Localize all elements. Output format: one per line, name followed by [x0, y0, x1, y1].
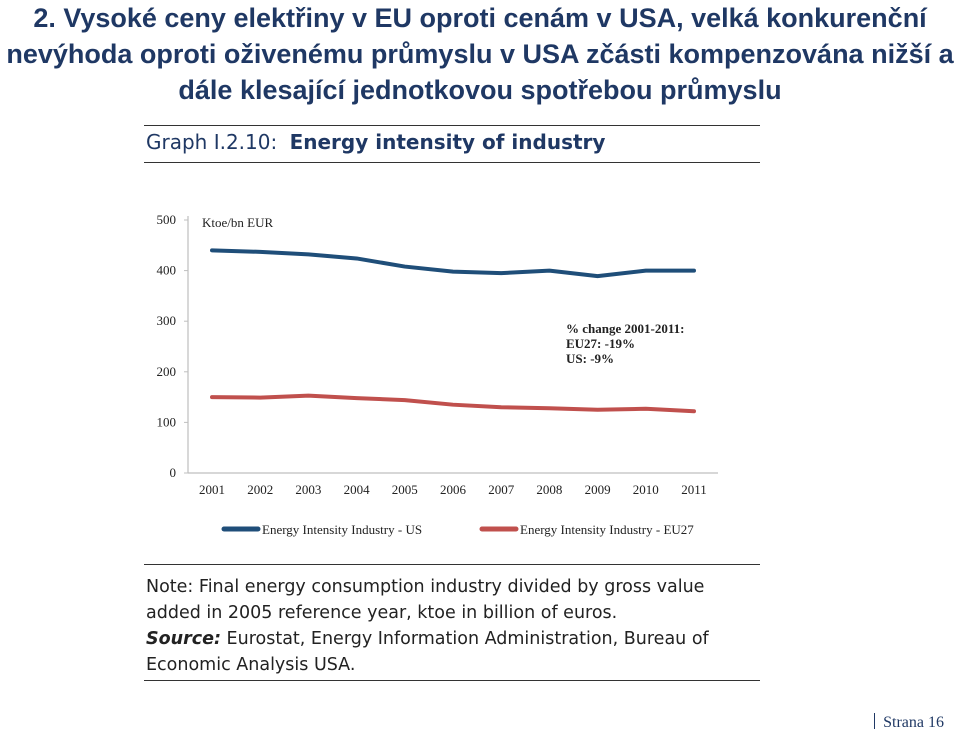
- legend-label-eu27: Energy Intensity Industry - EU27: [520, 522, 694, 537]
- x-tick-label: 2009: [585, 482, 611, 497]
- slide-title-line-3: dále klesající jednotkovou spotřebou prů…: [178, 75, 782, 105]
- page-number: Strana 16: [883, 714, 944, 731]
- note-bottom-rule: [144, 680, 760, 681]
- x-tick-label: 2006: [440, 482, 467, 497]
- x-tick-label: 2011: [681, 482, 707, 497]
- slide-title-line-2: nevýhoda oproti oživenému průmyslu v USA…: [6, 39, 954, 69]
- slide-title: 2. Vysoké ceny elektřiny v EU oproti cen…: [0, 0, 960, 108]
- note-label: Note:: [146, 577, 194, 597]
- note-top-rule: [144, 564, 760, 565]
- y-axis-label: Ktoe/bn EUR: [202, 215, 273, 230]
- y-tick-label: 400: [157, 263, 177, 278]
- page-footer: Strana 16: [874, 713, 944, 732]
- source-text: Eurostat, Energy Information Administrat…: [146, 629, 709, 675]
- chart-legend: Energy Intensity Industry - US Energy Int…: [221, 522, 694, 537]
- y-tick-label: 100: [157, 414, 177, 429]
- x-tick-label: 2003: [295, 482, 321, 497]
- series-line-us: [210, 248, 696, 279]
- annotation-line: US: -9%: [566, 351, 614, 366]
- change-annotation: % change 2001-2011:EU27: -19%US: -9%: [566, 321, 684, 366]
- annotation-line: EU27: -19%: [566, 336, 635, 351]
- y-tick-label: 300: [157, 313, 177, 328]
- x-tick-label: 2007: [488, 482, 515, 497]
- graph-label-prefix: Graph I.2.10:: [146, 130, 278, 154]
- x-tick-label: 2004: [344, 482, 371, 497]
- note-block: Note: Final energy consumption industry …: [146, 574, 756, 678]
- annotation-line: % change 2001-2011:: [566, 321, 684, 336]
- x-tick-label: 2002: [247, 482, 273, 497]
- note-text: Final energy consumption industry divide…: [146, 577, 705, 623]
- y-tick-label: 500: [157, 212, 177, 227]
- graph-label: Graph I.2.10: Energy intensity of indust…: [146, 130, 605, 154]
- y-tick-label: 200: [157, 364, 177, 379]
- y-tick-label: 0: [170, 465, 177, 480]
- footer-separator: [874, 713, 876, 729]
- energy-intensity-chart: 0 100 200 300 400 500 2001 2002 2003 2004 2005 2006…: [157, 212, 718, 537]
- legend-label-us: Energy Intensity Industry - US: [262, 522, 422, 537]
- slide-title-line-1: 2. Vysoké ceny elektřiny v EU oproti cen…: [33, 3, 927, 33]
- series-line-eu27: [210, 393, 696, 414]
- x-tick-label: 2008: [536, 482, 562, 497]
- x-tick-label: 2001: [199, 482, 225, 497]
- graph-header-rule: [144, 162, 760, 163]
- source-label: Source:: [146, 629, 221, 649]
- x-tick-label: 2010: [633, 482, 659, 497]
- x-tick-label: 2005: [392, 482, 418, 497]
- graph-top-rule: [144, 125, 760, 126]
- graph-label-title: Energy intensity of industry: [289, 130, 606, 154]
